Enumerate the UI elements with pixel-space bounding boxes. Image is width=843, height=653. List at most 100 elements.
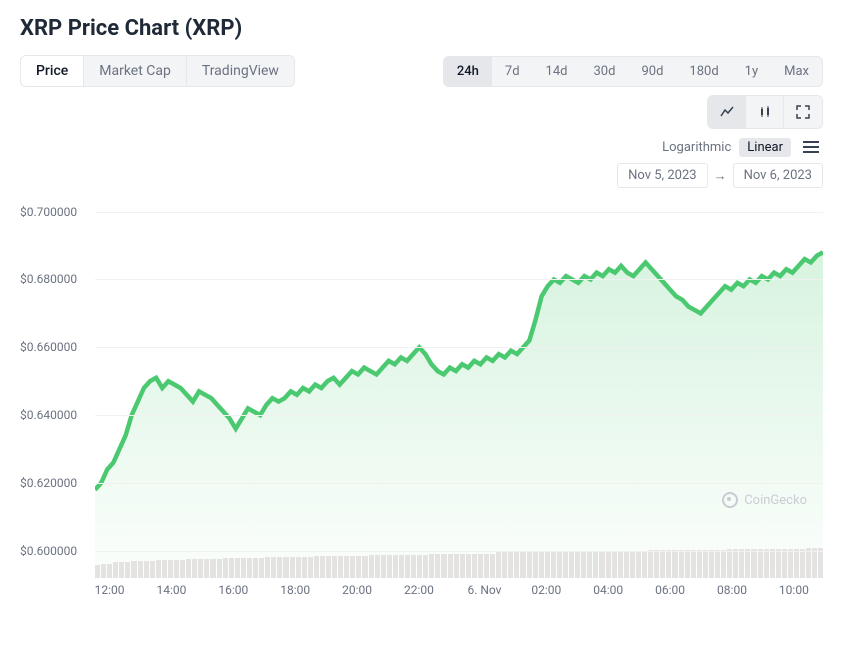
chart-type-group [707, 95, 823, 129]
volume-bar [247, 558, 252, 578]
range-tab-24h[interactable]: 24h [444, 57, 492, 86]
volume-bar [739, 549, 744, 578]
volume-bar [636, 551, 641, 578]
y-axis-label: $0.600000 [20, 544, 77, 558]
volume-bar [314, 556, 319, 578]
volume-bar [703, 550, 708, 578]
range-tab-180d[interactable]: 180d [676, 57, 731, 86]
watermark-label: CoinGecko [744, 493, 807, 508]
volume-bar [472, 554, 477, 578]
volume-bar [618, 551, 623, 578]
volume-bar [818, 548, 823, 578]
volume-bar [417, 555, 422, 578]
y-axis-label: $0.680000 [20, 272, 77, 286]
volume-bar [229, 558, 234, 578]
volume-bar [405, 555, 410, 578]
volume-bar [125, 562, 130, 578]
volume-bar [138, 561, 143, 578]
volume-bar [733, 549, 738, 578]
chart-area: CoinGecko 12:0014:0016:0018:0020:0022:00… [20, 198, 823, 608]
hamburger-menu-icon[interactable] [799, 137, 823, 157]
coingecko-icon [722, 492, 738, 508]
volume-bar [654, 550, 659, 578]
view-tabs: PriceMarket CapTradingView [20, 55, 295, 87]
scale-row: Logarithmic Linear [20, 137, 823, 157]
volume-bar [679, 550, 684, 578]
volume-bar [758, 549, 763, 578]
volume-bar [131, 561, 136, 578]
line-chart-icon[interactable] [708, 96, 746, 128]
volume-bar [788, 549, 793, 578]
range-tab-90d[interactable]: 90d [628, 57, 676, 86]
volume-bar [764, 549, 769, 578]
volume-bar [423, 555, 428, 578]
volume-bar [745, 549, 750, 578]
gridline [95, 415, 823, 416]
volume-bar [204, 559, 209, 578]
candlestick-icon[interactable] [746, 96, 784, 128]
date-from[interactable]: Nov 5, 2023 [617, 163, 707, 188]
volume-bar [715, 550, 720, 578]
range-tab-max[interactable]: Max [771, 57, 822, 86]
volume-bar [210, 559, 215, 578]
volume-bar [350, 556, 355, 578]
volume-bar [174, 560, 179, 578]
volume-bar [259, 558, 264, 578]
volume-bar [527, 552, 532, 578]
x-axis-label: 20:00 [342, 583, 372, 597]
volume-bar [441, 554, 446, 578]
volume-bar [387, 555, 392, 578]
gridline [95, 483, 823, 484]
volume-bar [685, 550, 690, 578]
x-axis-label: 18:00 [280, 583, 310, 597]
view-tab-tradingview[interactable]: TradingView [187, 56, 294, 86]
chart-plot [95, 198, 823, 578]
fullscreen-icon[interactable] [784, 96, 822, 128]
volume-bar [332, 556, 337, 578]
volume-bar [271, 557, 276, 578]
scale-linear[interactable]: Linear [739, 138, 791, 157]
date-range-row: Nov 5, 2023 → Nov 6, 2023 [20, 163, 823, 188]
volume-bar [253, 558, 258, 578]
volume-bar [107, 564, 112, 578]
volume-bar [277, 557, 282, 578]
x-axis-label: 14:00 [156, 583, 186, 597]
x-axis-label: 06:00 [655, 583, 685, 597]
volume-bar [575, 551, 580, 578]
volume-bar [150, 561, 155, 578]
view-tab-market-cap[interactable]: Market Cap [84, 56, 187, 86]
volume-bar [168, 560, 173, 578]
volume-bar [496, 552, 501, 578]
range-tab-7d[interactable]: 7d [492, 57, 533, 86]
volume-bar [776, 549, 781, 578]
volume-bar [466, 554, 471, 578]
volume-bar [806, 548, 811, 578]
volume-bar [435, 554, 440, 578]
volume-bar [660, 550, 665, 578]
volume-bar [223, 558, 228, 578]
scale-log[interactable]: Logarithmic [662, 140, 731, 155]
volume-bar [697, 550, 702, 578]
volume-bar [362, 556, 367, 578]
volume-bar [344, 556, 349, 578]
view-tab-price[interactable]: Price [21, 56, 84, 86]
volume-bar [113, 562, 118, 578]
volume-bar [180, 560, 185, 578]
date-to[interactable]: Nov 6, 2023 [733, 163, 823, 188]
volume-bar [478, 554, 483, 578]
volume-bar [533, 552, 538, 578]
range-tab-14d[interactable]: 14d [533, 57, 581, 86]
volume-bar [557, 552, 562, 578]
volume-bar [460, 554, 465, 578]
date-arrow: → [714, 168, 727, 184]
range-tab-30d[interactable]: 30d [581, 57, 629, 86]
volume-bar [770, 549, 775, 578]
volume-bar [290, 557, 295, 578]
volume-bar [672, 550, 677, 578]
volume-bar [302, 557, 307, 578]
y-axis-label: $0.640000 [20, 408, 77, 422]
volume-bar [520, 552, 525, 578]
volume-bar [508, 552, 513, 578]
range-tab-1y[interactable]: 1y [732, 57, 771, 86]
volume-bar [587, 551, 592, 578]
